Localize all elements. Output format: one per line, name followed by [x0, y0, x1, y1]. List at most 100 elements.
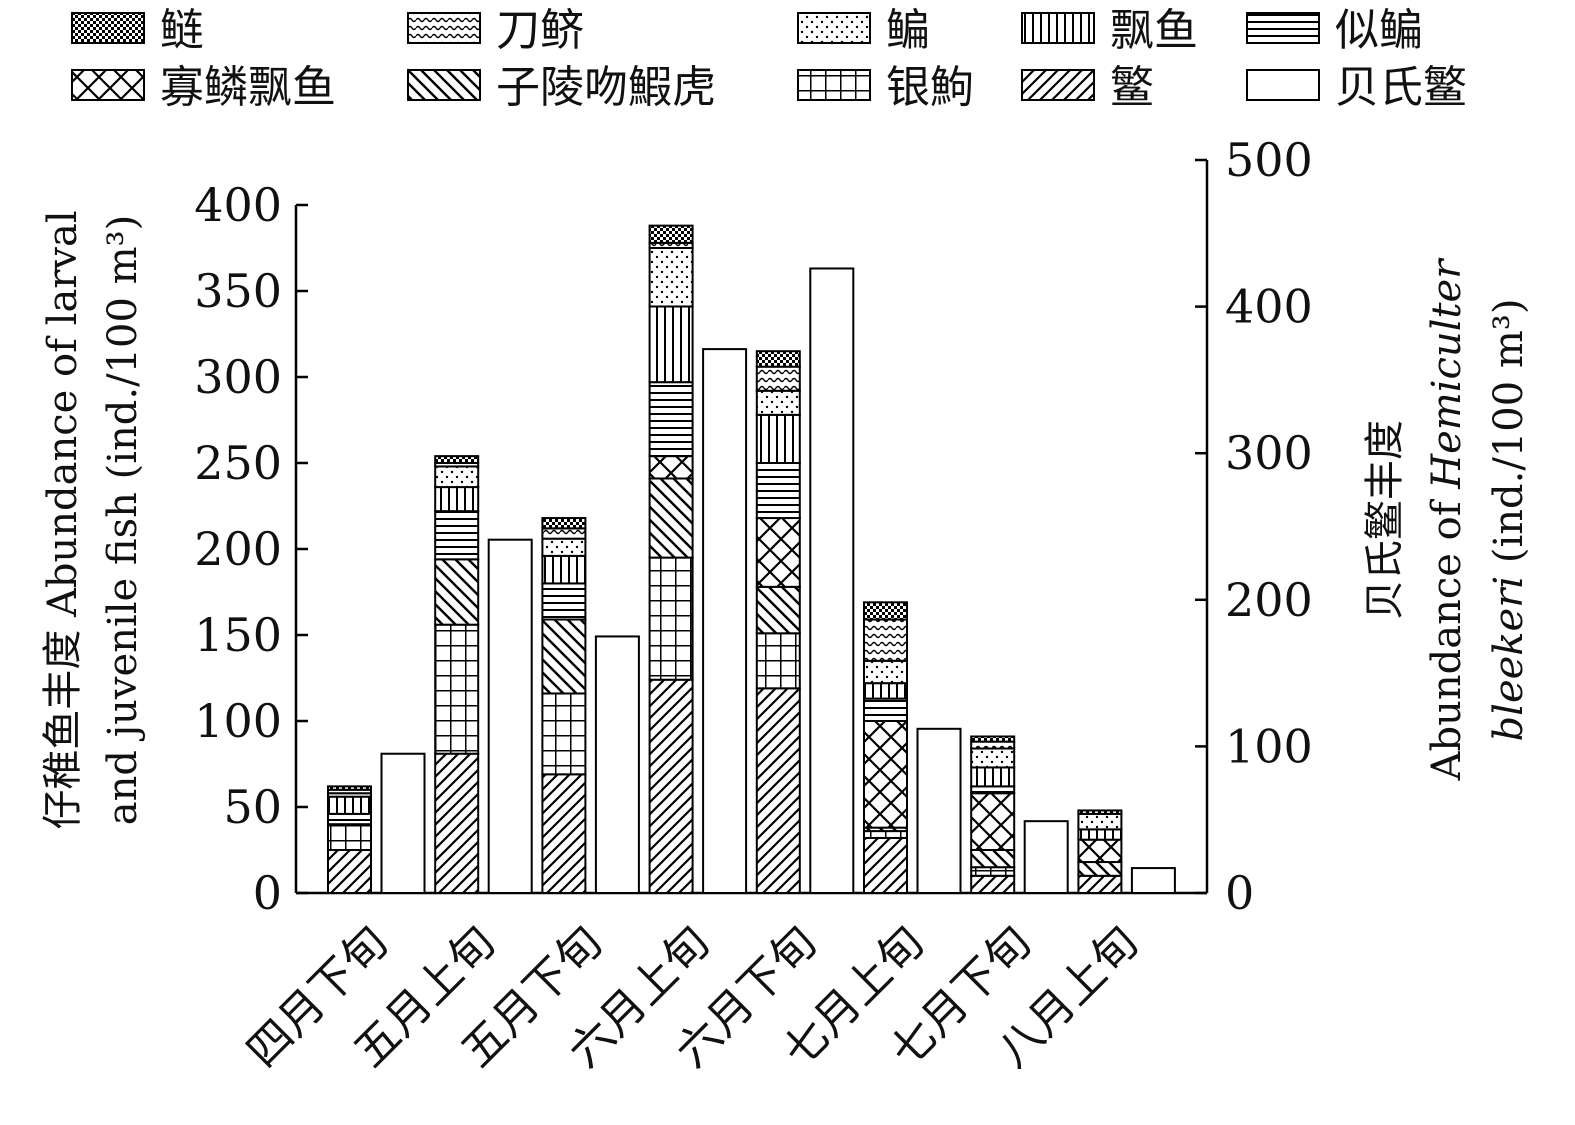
legend-label: 鳘: [1110, 62, 1154, 113]
bar-segment: [648, 556, 694, 681]
legend-swatch: [71, 12, 145, 44]
bar-segment: [970, 849, 1016, 869]
bar-segment: [541, 582, 587, 621]
left-tick-label: 0: [253, 866, 282, 920]
legend-swatch: [1246, 12, 1320, 44]
right-axis-title-line2-plain: Abundance of: [1424, 489, 1470, 782]
axes: [294, 160, 1209, 895]
bar-segment: [863, 720, 908, 829]
bar-segment: [1077, 812, 1123, 831]
right-tick-label: 400: [1225, 280, 1313, 334]
stacked-bar: [327, 785, 372, 894]
right-axis-title-line2-italic: Hemiculter: [1424, 257, 1470, 490]
bar-segment: [434, 465, 480, 489]
legend-item: 飘鱼: [1021, 5, 1198, 56]
legend-item: 鲢: [71, 5, 204, 56]
bars: [327, 224, 1123, 895]
bar-segment: [648, 455, 694, 480]
stacked-bar: [434, 455, 480, 894]
right-tick-label: 500: [1225, 133, 1313, 187]
legend-item: 刀鲚: [407, 5, 584, 56]
right-bar: [594, 635, 640, 894]
bar-segment: [970, 785, 1016, 795]
left-tick-label: 300: [194, 350, 282, 404]
bar-segment: [541, 537, 587, 557]
left-tick-label: 250: [194, 436, 282, 490]
legend-item: 寡鳞飘鱼: [71, 62, 336, 113]
left-tick-label: 400: [194, 178, 282, 232]
bar-segment: [1077, 874, 1123, 894]
bar-segment: [970, 766, 1016, 788]
legend-label: 银鮈: [886, 62, 974, 113]
legend-swatch: [797, 69, 871, 101]
left-ticks: 0 50 100 150 200 250 300 350 400: [194, 178, 308, 920]
stacked-bar: [970, 735, 1016, 894]
bar-segment: [648, 305, 694, 384]
right-bar: [702, 348, 748, 894]
legend-label: 刀鲚: [496, 5, 584, 56]
legend-swatch: [407, 69, 481, 101]
bar-segment: [755, 365, 801, 392]
legend-swatch: [1246, 69, 1320, 101]
right-axis-title-line3-italic: bleekeri: [1486, 576, 1532, 742]
bar-segment: [970, 735, 1016, 743]
right-bar: [1130, 867, 1176, 895]
right-bars: [380, 267, 1176, 895]
legend-item: 鳊: [797, 5, 930, 56]
left-tick-label: 350: [194, 264, 282, 318]
legend-label: 子陵吻鰕虎: [496, 62, 716, 113]
bar-segment: [648, 381, 694, 458]
bar-segment: [434, 558, 480, 626]
legend-label: 似鳊: [1335, 5, 1423, 56]
bar-segment: [863, 601, 908, 621]
right-tick-label: 300: [1225, 426, 1313, 480]
bar-segment: [970, 747, 1016, 769]
bar-segment: [434, 623, 480, 755]
bar-segment: [327, 823, 372, 852]
bar-segment: [648, 678, 694, 894]
bar-segment: [434, 752, 480, 894]
bar-segment: [434, 455, 480, 464]
y-axis-title-line1: 仔稚鱼丰度 Abundance of larval: [40, 210, 86, 829]
bar-segment: [541, 692, 587, 776]
bar-segment: [327, 812, 372, 826]
bar-segment: [755, 632, 801, 690]
bar-segment: [970, 792, 1016, 851]
stacked-bar: [755, 350, 801, 894]
bar-segment: [755, 517, 801, 588]
y-axis-title-line2: and juvenile fish (ind./100 m³): [100, 215, 146, 825]
bar-segment: [327, 849, 372, 894]
legend-swatch: [71, 69, 145, 101]
bar-segment: [541, 527, 587, 540]
legend-swatch: [407, 12, 481, 44]
bar-segment: [327, 795, 372, 815]
legend-item: 贝氏鳘: [1246, 62, 1467, 113]
left-tick-label: 150: [194, 608, 282, 662]
left-tick-label: 200: [194, 522, 282, 576]
legend-swatch: [797, 12, 871, 44]
bar-segment: [863, 830, 908, 839]
legend-label: 寡鳞飘鱼: [160, 62, 336, 113]
bar-segment: [863, 659, 908, 685]
bar-segment: [863, 682, 908, 700]
left-tick-label: 50: [223, 780, 282, 834]
bar-segment: [434, 486, 480, 513]
bar-segment: [863, 618, 908, 662]
right-ticks: 0 100 200 300 400 500: [1195, 133, 1313, 920]
bar-segment: [541, 773, 587, 895]
right-tick-label: 0: [1225, 866, 1254, 920]
bar-segment: [648, 224, 694, 244]
bar-segment: [970, 874, 1016, 894]
bar-segment: [755, 585, 801, 635]
stacked-bar: [541, 517, 587, 895]
right-bar: [1023, 820, 1069, 895]
bar-segment: [863, 836, 908, 895]
legend-label: 鳊: [886, 5, 930, 56]
bar-segment: [755, 462, 801, 520]
bar-segment: [541, 618, 587, 695]
right-axis-title-line1: 贝氏鳘丰度: [1362, 420, 1408, 620]
bar-segment: [1077, 861, 1123, 877]
